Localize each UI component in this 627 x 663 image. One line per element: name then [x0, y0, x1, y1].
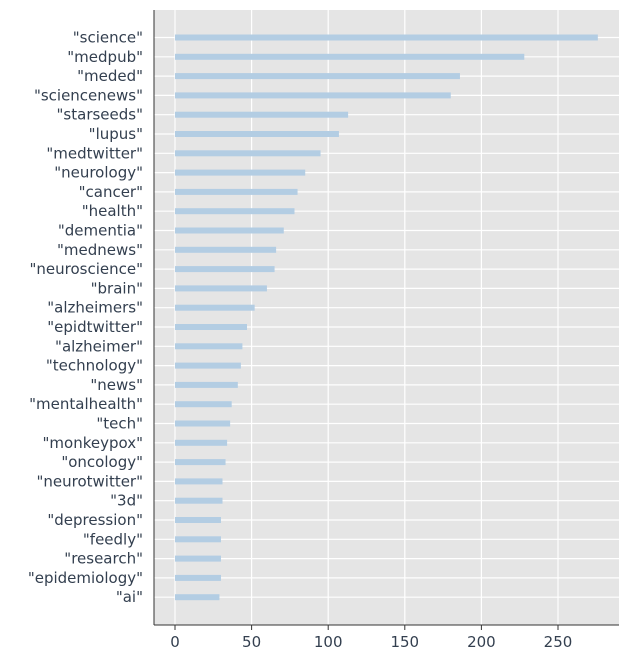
bar: [175, 459, 226, 466]
y-tick-label: "meded": [77, 67, 143, 85]
bar: [175, 53, 525, 60]
x-tick-label: 250: [544, 633, 573, 651]
bar: [175, 169, 306, 176]
bar: [175, 555, 221, 562]
y-tick-label: "ai": [116, 588, 143, 606]
y-tick-label: "research": [64, 550, 143, 568]
bar: [175, 517, 221, 523]
y-tick-label: "starseeds": [57, 106, 143, 124]
bar: [175, 536, 221, 543]
y-tick-label: "lupus": [89, 125, 143, 143]
bar: [175, 227, 284, 234]
bar: [175, 266, 275, 273]
bar: [175, 381, 238, 388]
y-tick-label: "news": [90, 376, 143, 394]
bar: [175, 304, 255, 311]
y-tick-label: "mentalhealth": [29, 395, 143, 413]
y-tick-label: "dementia": [58, 222, 143, 240]
bar: [175, 497, 223, 504]
bar: [175, 208, 295, 215]
bar: [175, 111, 349, 118]
bars-group: [175, 34, 598, 601]
bar: [175, 362, 241, 369]
y-tick-label: "neurotwitter": [36, 472, 143, 490]
bar: [175, 594, 220, 601]
bar: [175, 131, 339, 137]
bar: [175, 188, 298, 195]
y-tick-label: "feedly": [83, 530, 143, 548]
bar: [175, 478, 223, 485]
bar: [175, 285, 267, 292]
y-tick-label: "sciencenews": [34, 86, 143, 104]
bar: [175, 420, 231, 427]
y-tick-label: "medtwitter": [46, 144, 143, 162]
bar: [175, 574, 221, 581]
bar: [175, 439, 228, 446]
x-tick-labels: 0 50 100 150 200 250: [170, 625, 572, 651]
y-tick-label: "technology": [46, 357, 143, 375]
y-tick-label: "neuroscience": [30, 260, 144, 278]
y-tick-label: "health": [82, 202, 143, 220]
y-tick-label: "neurology": [54, 164, 143, 182]
y-tick-label: "medpub": [67, 48, 143, 66]
x-tick-label: 150: [390, 633, 419, 651]
x-tick-label: 200: [467, 633, 496, 651]
y-tick-label: "mednews": [57, 241, 143, 259]
bar: [175, 324, 248, 330]
bar: [175, 343, 243, 350]
y-tick-label: "oncology": [61, 453, 143, 471]
bar: [175, 34, 598, 41]
y-tick-label: "epidemiology": [28, 569, 143, 587]
y-tick-label: "science": [73, 29, 143, 47]
bar: [175, 92, 451, 99]
bar: [175, 73, 460, 80]
y-tick-label: "monkeypox": [43, 434, 143, 452]
x-tick-label: 0: [170, 633, 180, 651]
bar: [175, 246, 277, 253]
bar: [175, 150, 321, 157]
y-tick-label: "brain": [91, 279, 143, 297]
y-tick-label: "alzheimers": [47, 299, 143, 317]
y-tick-label: "alzheimer": [55, 337, 143, 355]
y-tick-label: "epidtwitter": [47, 318, 143, 336]
y-tick-label: "3d": [110, 492, 143, 510]
x-tick-label: 50: [242, 633, 261, 651]
y-tick-label: "depression": [47, 511, 143, 529]
bar: [175, 401, 232, 408]
y-tick-label: "tech": [96, 415, 143, 433]
plot-background: [154, 10, 619, 625]
y-tick-labels: "science""medpub""meded""sciencenews" "st…: [28, 29, 143, 607]
x-tick-label: 100: [314, 633, 343, 651]
y-tick-label: "cancer": [79, 183, 143, 201]
